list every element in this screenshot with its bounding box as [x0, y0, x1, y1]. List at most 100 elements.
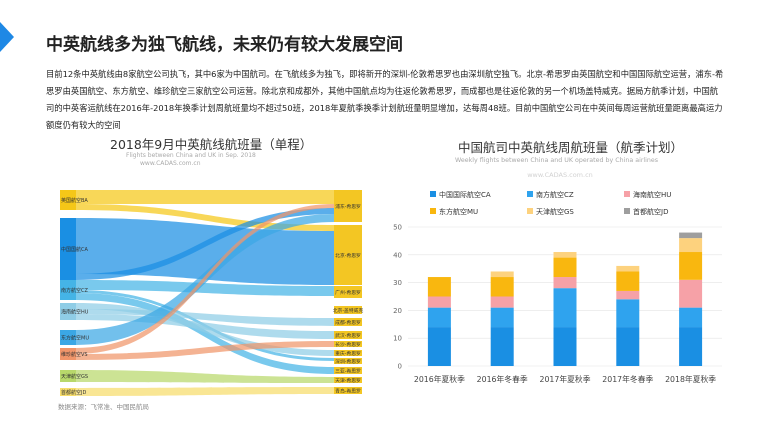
sankey-source-label-2: 南方航空CZ [61, 287, 88, 294]
bar-segment-3-3 [616, 271, 640, 291]
bar-ytick-0: 0 [398, 363, 402, 371]
bar-xtick-3: 2017年冬春季 [602, 374, 653, 384]
accent-arrow [0, 22, 14, 52]
bar-segment-0-2 [427, 296, 451, 308]
sankey-target-node-6 [334, 341, 362, 347]
legend-label-3: 东方航空MU [439, 207, 478, 216]
data-source-note: 数据来源：飞常准、中国民航局 [58, 403, 149, 411]
bar-segment-4-5 [679, 232, 703, 239]
bar-segment-1-3 [490, 277, 514, 297]
sankey-target-label-7: 重庆-希思罗 [335, 350, 361, 357]
legend-swatch-3 [430, 208, 436, 214]
sankey-target-node-9 [334, 367, 362, 374]
page-title: 中英航线多为独飞航线，未来仍有较大发展空间 [46, 35, 403, 55]
bar-segment-1-0 [490, 327, 514, 366]
sankey-source-label-5: 维珍航空VS [61, 351, 88, 358]
legend-label-2: 海南航空HU [633, 190, 671, 199]
bar-segment-2-4 [553, 252, 577, 258]
sankey-subtitle: Flights between China and UK in Sep. 201… [126, 152, 256, 168]
sankey-source-label-6: 天津航空GS [61, 373, 88, 380]
sankey-source-label-7: 首都航空JD [61, 389, 86, 396]
sankey-target-node-0 [334, 190, 362, 222]
sankey-source-node-3 [60, 303, 76, 320]
bar-segment-0-0 [427, 327, 451, 366]
bar-segment-4-2 [679, 279, 703, 308]
sankey-flow-11 [76, 204, 334, 354]
sankey-flow-4 [76, 280, 334, 296]
sankey-flow-8 [76, 309, 334, 326]
sankey-flow-12 [76, 341, 334, 360]
bar-ytick-2: 20 [393, 307, 402, 315]
bar-ytick-4: 40 [393, 251, 402, 259]
sankey-target-label-8: 深圳-希思罗 [335, 358, 361, 365]
sankey-target-label-11: 青岛-希思罗 [335, 388, 361, 395]
bar-segment-3-4 [616, 265, 640, 272]
sankey-subtitle-en: Flights between China and UK in Sep. 201… [126, 152, 256, 159]
bar-segment-4-3 [679, 252, 703, 280]
sankey-target-label-2: 广州-希思罗 [335, 289, 361, 296]
legend-label-4: 天津航空GS [536, 207, 574, 216]
bar-segment-4-1 [679, 307, 703, 328]
sankey-source-label-3: 海南航空HU [61, 309, 89, 316]
bar-segment-1-1 [490, 307, 514, 328]
sankey-target-label-1: 北京-希思罗 [335, 252, 361, 259]
bar-segment-1-4 [490, 271, 514, 278]
bar-ytick-5: 50 [393, 224, 402, 232]
bar-segment-3-2 [616, 290, 640, 300]
sankey-flow-14 [76, 387, 334, 396]
bar-segment-2-0 [553, 327, 577, 366]
sankey-source-node-2 [60, 280, 76, 300]
sankey-target-node-2 [334, 286, 362, 298]
sankey-target-label-0: 浦东-希思罗 [335, 203, 361, 210]
bar-xtick-1: 2016年冬春季 [477, 374, 528, 384]
sankey-source-node-1 [60, 218, 76, 280]
bar-ytick-1: 10 [393, 335, 402, 343]
bar-segment-2-3 [553, 257, 577, 278]
bar-xtick-4: 2018年夏秋季 [665, 374, 716, 384]
bar-segment-2-1 [553, 288, 577, 328]
sankey-target-label-4: 成都-希思罗 [335, 319, 361, 326]
sankey-target-node-4 [334, 318, 362, 326]
legend-swatch-4 [527, 208, 533, 214]
sankey-source-node-5 [60, 348, 76, 360]
legend-label-5: 首都航空JD [633, 207, 668, 216]
sankey-target-label-9: 三亚-希思罗 [335, 368, 361, 375]
bar-ytick-3: 30 [393, 279, 402, 287]
legend-swatch-0 [430, 191, 436, 197]
bar-chart-subtitle: Weekly flights between China and UK oper… [455, 157, 659, 164]
sankey-target-node-11 [334, 387, 362, 394]
bar-chart-title: 中国航司中英航线周航班量（航季计划） [458, 140, 684, 155]
sankey-source-node-4 [60, 330, 76, 345]
sankey-flow-1 [76, 204, 334, 231]
bar-watermark: www.CADAS.com.cn [527, 171, 593, 179]
bar-segment-0-3 [427, 277, 451, 297]
bar-segment-2-2 [553, 277, 577, 289]
bar-segment-3-0 [616, 327, 640, 366]
legend-swatch-1 [527, 191, 533, 197]
sankey-flow-6 [76, 293, 334, 374]
sankey-source-node-6 [60, 370, 76, 382]
bar-segment-3-1 [616, 299, 640, 328]
sankey-target-node-5 [334, 331, 362, 339]
legend-swatch-2 [624, 191, 630, 197]
sankey-source-node-7 [60, 388, 76, 396]
bar-segment-4-4 [679, 238, 703, 253]
sankey-title: 2018年9月中英航线航班量（单程） [110, 137, 313, 152]
sankey-target-label-5: 武汉-希思罗 [335, 332, 361, 339]
sankey-source-label-0: 英国航空BA [61, 197, 88, 204]
sankey-flow-13 [76, 370, 334, 383]
sankey-target-label-6: 长沙-希思罗 [335, 341, 361, 348]
sankey-source-label-1: 中国国航CA [61, 246, 88, 253]
body-paragraph: 目前12条中英航线由8家航空公司执飞，其中6家为中国航司。在飞航线多为独飞，即将… [46, 69, 724, 130]
sankey-source-label-4: 东方航空MU [61, 335, 89, 342]
sankey-target-label-3: 北京-盖特威克 [333, 307, 364, 314]
bar-xtick-0: 2016年夏秋季 [414, 374, 465, 384]
sankey-target-node-1 [334, 225, 362, 285]
sankey-flow-0 [76, 190, 334, 204]
sankey-target-node-7 [334, 350, 362, 356]
bar-segment-0-1 [427, 307, 451, 328]
legend-label-1: 南方航空CZ [536, 190, 574, 199]
sankey-flow-3 [76, 208, 334, 280]
sankey-target-label-10: 天津-希思罗 [335, 377, 361, 384]
legend-label-0: 中国国际航空CA [439, 190, 491, 199]
